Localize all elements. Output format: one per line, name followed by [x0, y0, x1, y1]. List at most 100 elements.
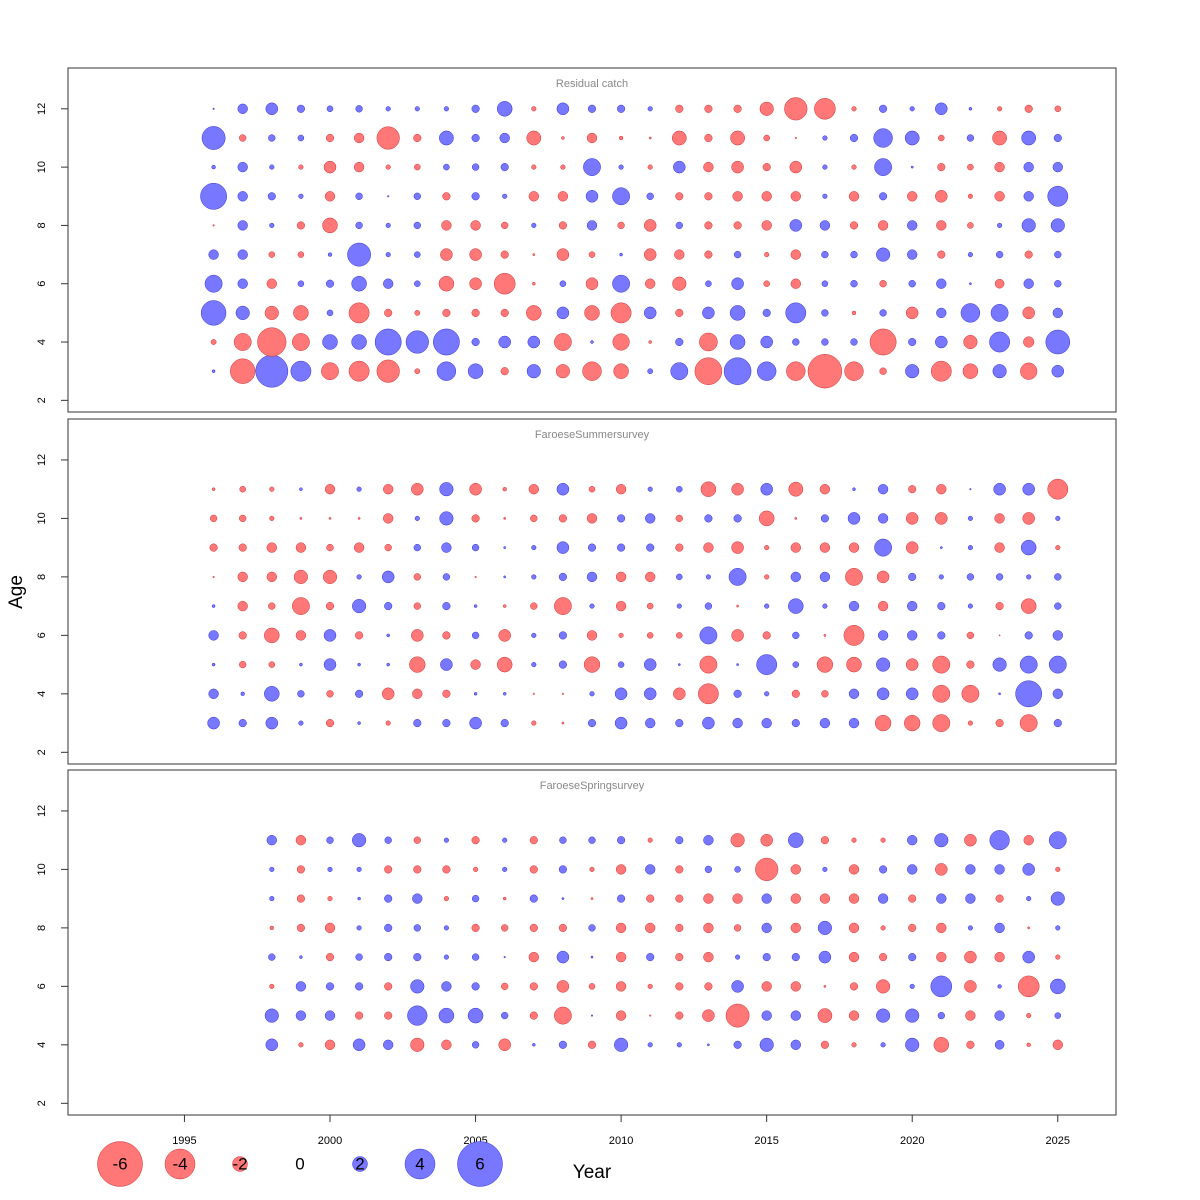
- residual-bubble: [560, 164, 566, 170]
- residual-bubble: [200, 182, 227, 210]
- residual-bubble: [879, 865, 888, 874]
- residual-bubble: [790, 922, 801, 934]
- residual-bubble: [1048, 831, 1067, 850]
- residual-bubble: [1050, 978, 1066, 995]
- residual-bubble: [500, 163, 509, 172]
- residual-bubble: [734, 866, 741, 873]
- residual-bubble: [493, 272, 516, 295]
- residual-bubble: [471, 836, 480, 845]
- residual-bubble: [905, 1008, 920, 1023]
- residual-bubble: [500, 308, 509, 317]
- residual-bubble: [821, 309, 829, 317]
- residual-bubble: [675, 719, 684, 728]
- residual-bubble: [821, 338, 829, 346]
- legend-bubble: [164, 1148, 196, 1180]
- residual-bubble: [761, 717, 772, 729]
- residual-bubble: [612, 333, 630, 351]
- residual-bubble: [1024, 104, 1033, 113]
- residual-bubble: [470, 659, 481, 670]
- residual-bubble: [790, 191, 801, 202]
- residual-bubble: [555, 364, 570, 379]
- residual-bubble: [905, 687, 919, 701]
- residual-bubble: [907, 630, 918, 641]
- residual-bubble: [610, 302, 632, 324]
- residual-bubble: [590, 955, 594, 959]
- residual-bubble: [736, 663, 739, 666]
- residual-bubble: [298, 1042, 304, 1048]
- residual-bubble: [939, 546, 943, 549]
- residual-bubble: [383, 1039, 394, 1050]
- residual-bubble: [414, 310, 421, 316]
- y-tick-label: 4: [36, 691, 48, 697]
- residual-bubble: [614, 687, 628, 701]
- residual-bubble: [703, 922, 714, 934]
- residual-bubble: [673, 687, 686, 701]
- residual-bubble: [703, 542, 714, 553]
- residual-bubble: [561, 692, 564, 695]
- residual-bubble: [848, 864, 860, 875]
- residual-bubble: [531, 164, 537, 170]
- residual-bubble: [352, 1038, 366, 1052]
- residual-bubble: [211, 604, 216, 608]
- residual-bubble: [700, 481, 717, 497]
- residual-bubble: [554, 333, 572, 351]
- residual-bubble: [1055, 954, 1061, 960]
- y-tick-label: 2: [36, 397, 48, 403]
- residual-bubble: [1023, 336, 1035, 348]
- residual-bubble: [502, 866, 508, 872]
- residual-bubble: [355, 1011, 364, 1020]
- residual-bubble: [646, 953, 655, 962]
- x-tick-label: 2015: [754, 1135, 778, 1147]
- residual-bubble: [327, 896, 333, 902]
- residual-bubble: [816, 656, 834, 673]
- residual-bubble: [413, 192, 421, 200]
- residual-bubble: [732, 717, 743, 729]
- y-tick-label: 2: [36, 1100, 48, 1106]
- residual-bubble: [997, 222, 1003, 228]
- residual-bubble: [1019, 655, 1038, 674]
- residual-bubble: [299, 662, 303, 667]
- residual-bubble: [269, 983, 275, 989]
- residual-bubble: [849, 133, 859, 143]
- residual-bubble: [907, 864, 918, 875]
- residual-bubble: [848, 600, 860, 612]
- residual-bubble: [905, 658, 919, 671]
- x-tick-label: 2025: [1046, 1135, 1070, 1147]
- legend-label: 0: [295, 1155, 304, 1174]
- residual-bubble: [384, 308, 393, 317]
- residual-bubble: [936, 307, 947, 319]
- residual-bubble: [647, 486, 653, 492]
- residual-bubble: [675, 1011, 684, 1020]
- residual-bubble: [617, 514, 626, 523]
- residual-bubble: [443, 837, 449, 843]
- residual-bubble: [496, 101, 513, 117]
- residual-bubble: [356, 574, 362, 580]
- residual-bubble: [849, 982, 859, 991]
- residual-bubble: [646, 543, 655, 552]
- residual-bubble: [907, 249, 918, 260]
- residual-bubble: [967, 252, 973, 258]
- residual-bubble: [876, 1008, 891, 1023]
- residual-bubble: [935, 102, 948, 116]
- residual-bubble: [937, 631, 946, 640]
- residual-bubble: [1055, 925, 1061, 931]
- residual-bubble: [530, 602, 538, 610]
- residual-bubble: [325, 719, 335, 728]
- residual-bubble: [558, 865, 567, 874]
- residual-bubble: [530, 514, 538, 523]
- residual-bubble: [266, 278, 277, 289]
- residual-bubble: [264, 627, 280, 644]
- residual-bubble: [645, 922, 656, 934]
- residual-bubble: [324, 1010, 336, 1021]
- residual-bubble: [532, 1043, 536, 1047]
- residual-bubble: [556, 980, 570, 993]
- residual-bubble: [756, 654, 778, 675]
- residual-bubble: [907, 600, 918, 612]
- residual-bubble: [732, 191, 743, 202]
- residual-bubble: [933, 1037, 950, 1053]
- residual-bubble: [934, 833, 949, 848]
- residual-bubble: [587, 543, 597, 552]
- residual-bubble: [671, 130, 687, 146]
- residual-bubble: [201, 126, 226, 150]
- residual-bubble: [356, 486, 362, 492]
